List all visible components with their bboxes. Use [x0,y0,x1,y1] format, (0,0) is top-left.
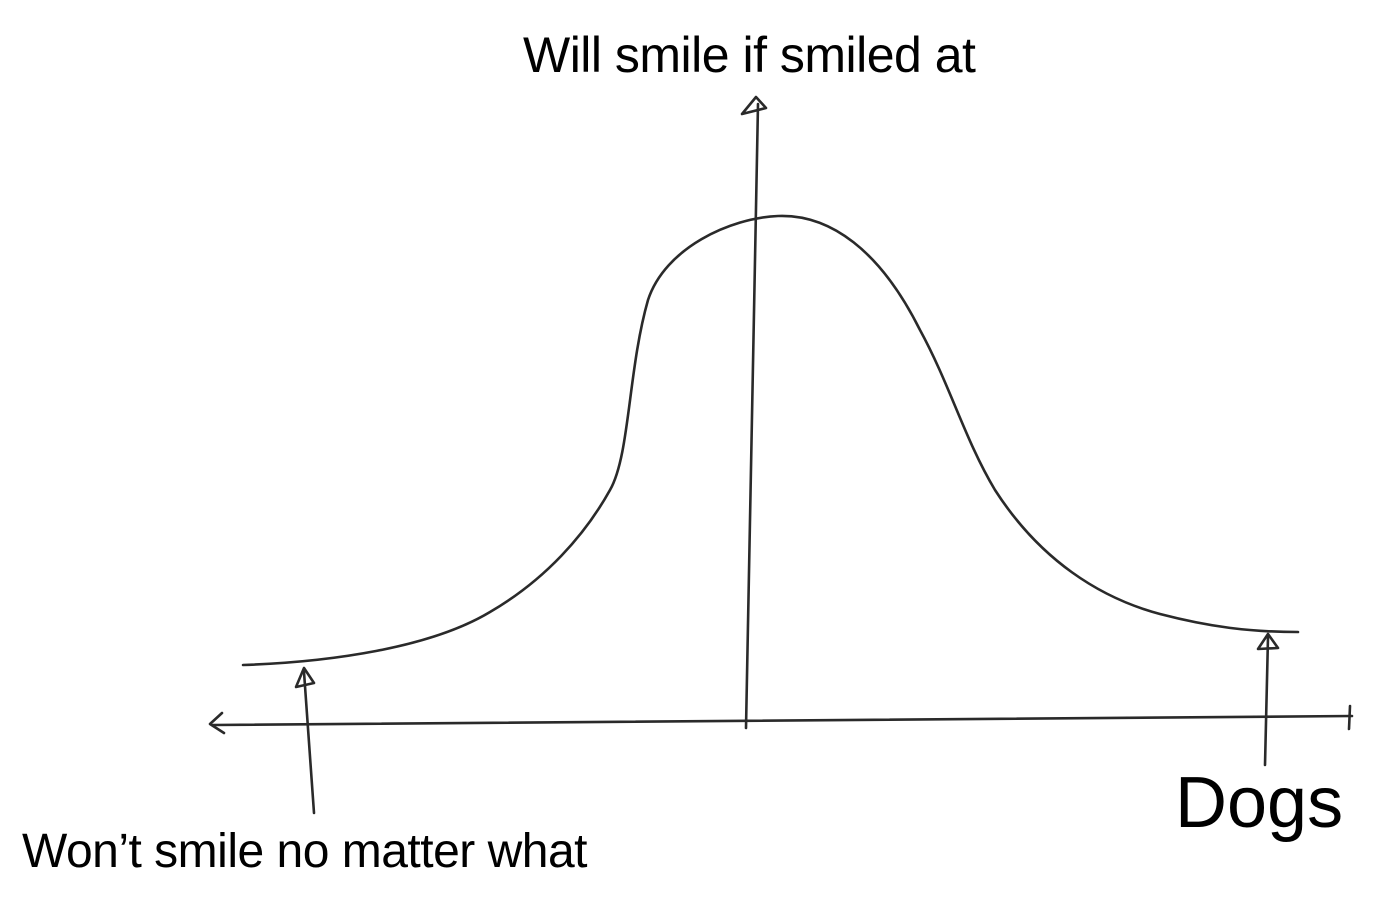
vertical-axis-arrowhead [740,95,768,116]
right-pointer-arrow [1263,635,1270,767]
left-pointer-arrowhead [294,666,316,689]
annotation-wont-smile: Won’t smile no matter what [22,825,588,878]
left-pointer-arrow [302,670,316,815]
right-pointer-arrowhead [1256,632,1280,651]
horizontal-axis-left-arrowhead [208,711,226,735]
annotation-dogs: Dogs [1175,763,1344,843]
annotation-will-smile: Will smile if smiled at [523,27,976,83]
horizontal-axis [211,714,1354,727]
bell-curve [241,214,1300,667]
horizontal-axis-right-tick [1347,704,1352,731]
vertical-axis [744,102,760,730]
